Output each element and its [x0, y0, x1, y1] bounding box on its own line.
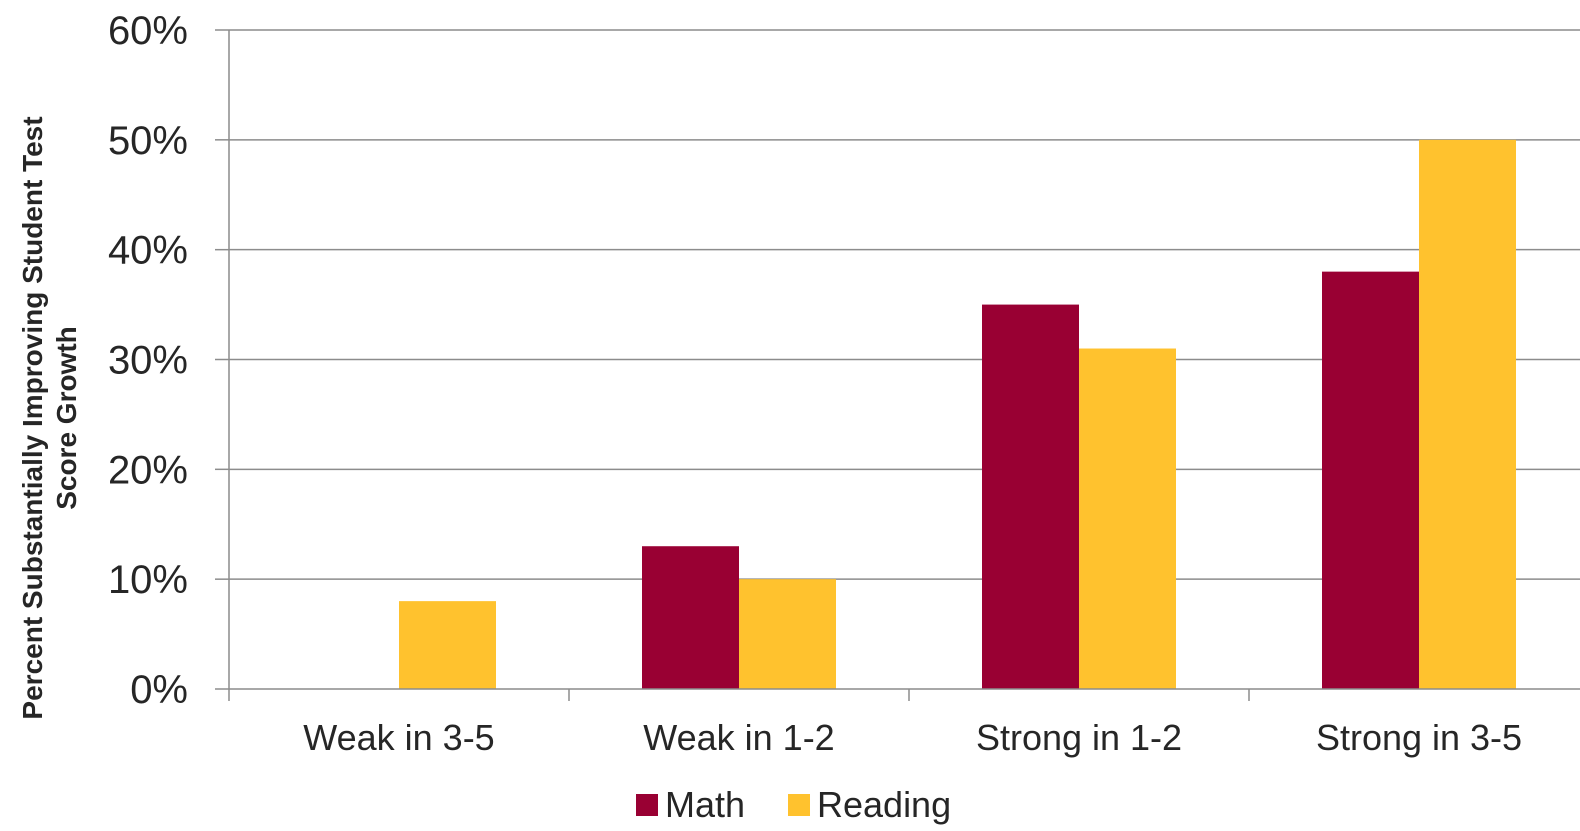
legend-label-math: Math — [665, 784, 745, 825]
y-tick-label: 20% — [108, 448, 188, 492]
bar-math-3 — [982, 304, 1079, 689]
y-tick-label: 50% — [108, 119, 188, 163]
y-axis-label-line-2: Score Growth — [51, 326, 82, 510]
bars — [399, 139, 1516, 690]
bar-reading-4 — [1419, 139, 1516, 690]
legend-label-reading: Reading — [817, 784, 951, 825]
y-tick-labels: 0% 10% 20% 30% 40% 50% 60% — [108, 9, 229, 712]
bar-reading-3 — [1079, 348, 1176, 689]
legend: Math Reading — [636, 784, 951, 825]
x-category-label: Strong in 1-2 — [976, 717, 1182, 758]
legend-swatch-reading — [788, 794, 810, 816]
x-category-labels: Weak in 3-5 Weak in 1-2 Strong in 1-2 Stron… — [303, 717, 1522, 758]
bar-reading-2 — [739, 579, 836, 689]
x-category-label: Strong in 3-5 — [1316, 717, 1522, 758]
y-tick-label: 30% — [108, 339, 188, 383]
x-category-label: Weak in 1-2 — [643, 717, 834, 758]
y-tick-label: 10% — [108, 558, 188, 602]
bar-math-4 — [1322, 271, 1419, 689]
y-tick-label: 60% — [108, 9, 188, 53]
y-axis-label-line-1: Percent Substantially Improving Student … — [17, 116, 48, 719]
x-category-label: Weak in 3-5 — [303, 717, 494, 758]
y-axis-label: Percent Substantially Improving Student … — [17, 116, 82, 719]
bar-math-2 — [642, 546, 739, 689]
bar-reading-1 — [399, 601, 496, 689]
y-tick-label: 0% — [130, 668, 188, 712]
y-tick-label: 40% — [108, 229, 188, 273]
legend-swatch-math — [636, 794, 658, 816]
